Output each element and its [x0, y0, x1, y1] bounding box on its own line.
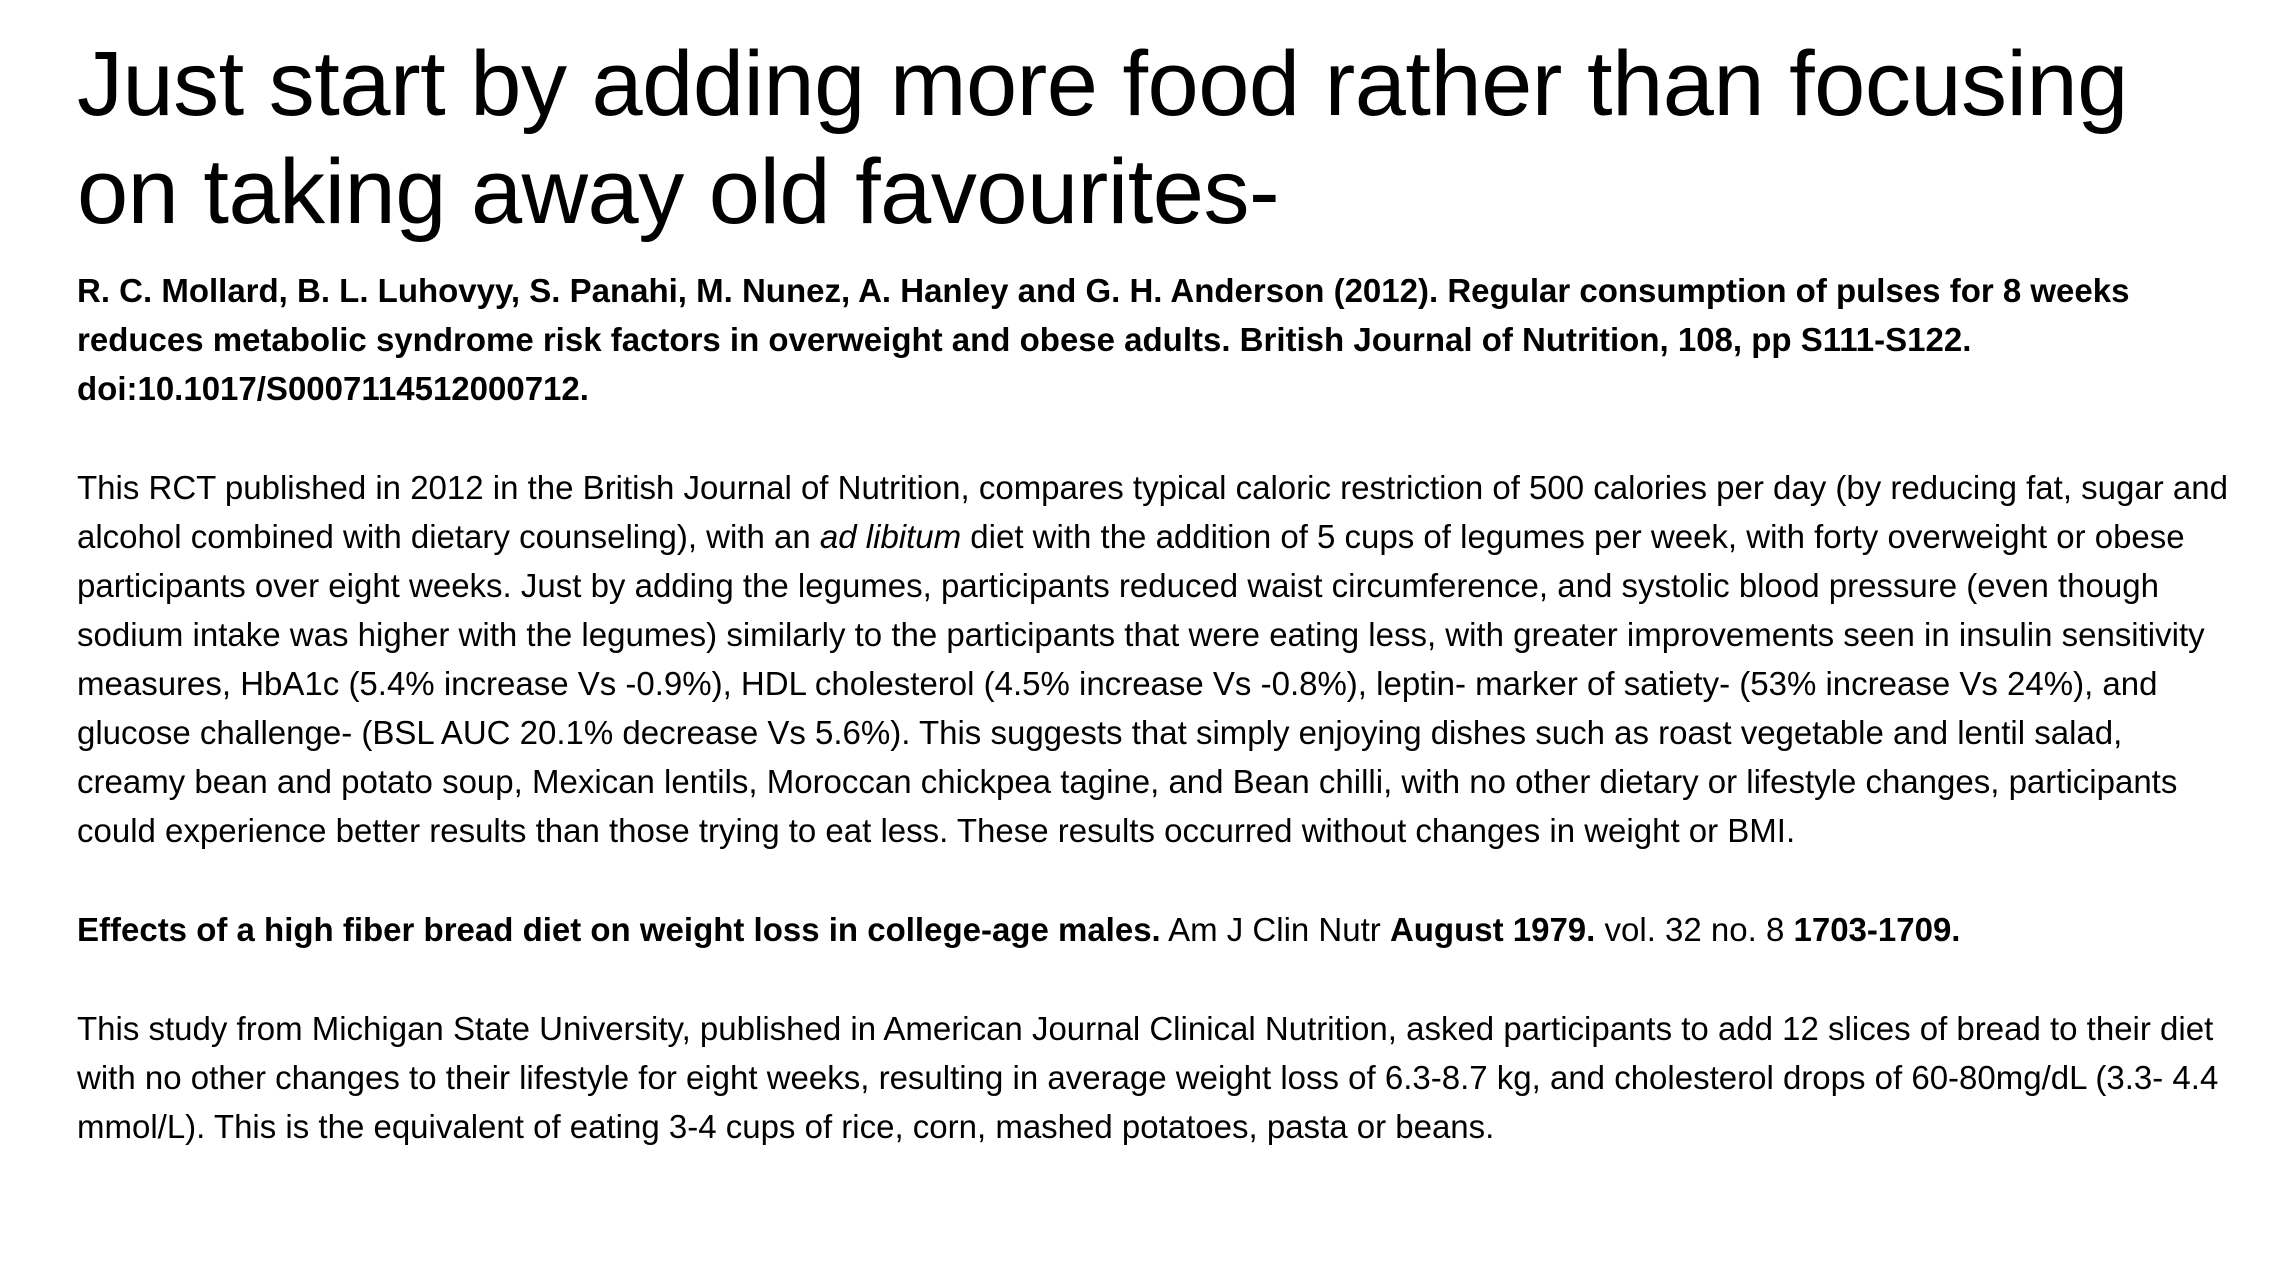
document-page: Just start by adding more food rather th… — [77, 30, 2237, 1151]
reference-mollard-2012: R. C. Mollard, B. L. Luhovyy, S. Panahi,… — [77, 272, 2130, 407]
reference-fiber-title: Effects of a high fiber bread diet on we… — [77, 911, 1161, 948]
paragraph-pulses-italic-term: ad libitum — [819, 518, 962, 555]
paragraph-pulses-text-start: This RCT published in 2012 in the Britis… — [77, 469, 2228, 555]
reference-fiber-journal: Am J Clin Nutr — [1160, 911, 1390, 948]
paragraph-pulses-text-end: diet with the addition of 5 cups of legu… — [77, 518, 2205, 849]
page-title: Just start by adding more food rather th… — [77, 33, 2128, 243]
reference-fiber-date: August 1979. — [1389, 911, 1596, 948]
reference-fiber-bread-1979: Effects of a high fiber bread diet on we… — [77, 905, 2237, 954]
paragraph-bread-study: This study from Michigan State Universit… — [77, 1010, 2219, 1145]
paragraph-pulses-study: This RCT published in 2012 in the Britis… — [77, 463, 2237, 855]
reference-fiber-pages: 1703-1709. — [1793, 911, 1961, 948]
reference-fiber-volume: vol. 32 no. 8 — [1595, 911, 1794, 948]
